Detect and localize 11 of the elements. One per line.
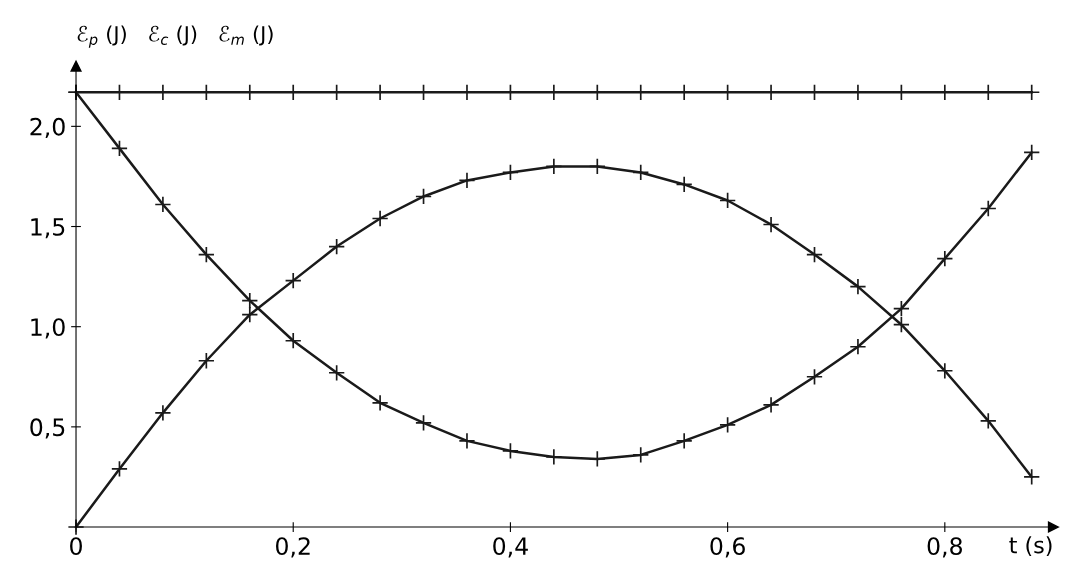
x-tick-label: 0,4 xyxy=(493,537,528,558)
x-axis-title: t (s) xyxy=(1009,536,1052,557)
y-axis-title: ℰ$_{p}$ (J) ℰ$_{c}$ (J) ℰ$_{m}$ (J) xyxy=(77,25,273,48)
x-tick-label: 0,2 xyxy=(276,537,310,558)
y-tick-label: 0,5 xyxy=(30,418,65,439)
y-tick-label: 1,0 xyxy=(31,318,65,339)
x-tick-label: 0,6 xyxy=(710,537,745,558)
y-tick-label: 1,5 xyxy=(31,218,65,239)
x-tick-label: 0,8 xyxy=(927,537,962,558)
y-tick-label: 2,0 xyxy=(30,117,65,139)
x-tick-label: 0 xyxy=(70,537,82,556)
